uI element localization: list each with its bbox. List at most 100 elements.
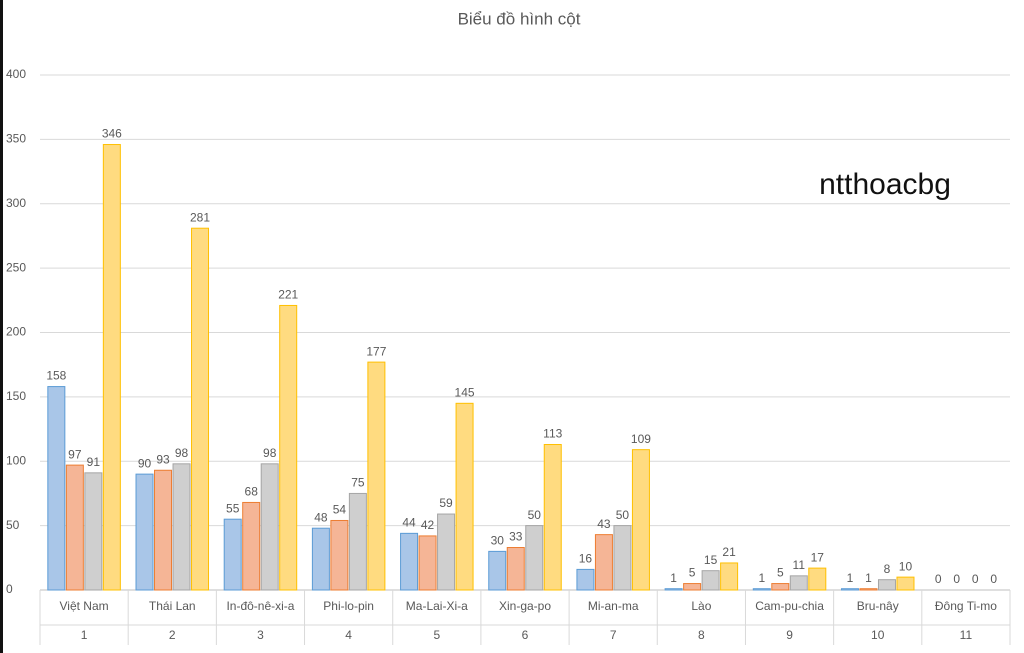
bar xyxy=(65,464,84,591)
bar xyxy=(877,579,896,591)
bar xyxy=(455,402,474,591)
x-tick-label: Việt Nam xyxy=(60,599,109,613)
x-tick-label: Cam-pu-chia xyxy=(755,599,824,613)
data-label: 43 xyxy=(597,517,611,531)
x-tick-number: 1 xyxy=(81,628,88,642)
x-tick-number: 3 xyxy=(257,628,264,642)
chart-title: Biểu đồ hình cột xyxy=(458,9,581,28)
y-tick-label: 50 xyxy=(6,518,20,532)
bar xyxy=(896,576,915,591)
data-label: 221 xyxy=(278,288,298,302)
data-label: 98 xyxy=(175,446,189,460)
data-label: 91 xyxy=(87,455,101,469)
data-label: 97 xyxy=(68,447,82,461)
data-label: 158 xyxy=(46,369,66,383)
data-label: 93 xyxy=(156,452,170,466)
x-tick-number: 6 xyxy=(522,628,529,642)
bar xyxy=(808,567,827,591)
annotation: ntthoacbg xyxy=(819,168,951,201)
y-tick-label: 0 xyxy=(6,582,13,596)
x-tick-label: In-đô-nê-xi-a xyxy=(226,599,294,613)
x-tick-number: 2 xyxy=(169,628,176,642)
bar xyxy=(701,570,720,591)
bar xyxy=(631,449,650,591)
x-tick-number: 5 xyxy=(433,628,440,642)
data-label: 0 xyxy=(990,572,997,586)
y-tick-label: 150 xyxy=(6,389,26,403)
data-label: 0 xyxy=(972,572,979,586)
bar xyxy=(418,535,437,591)
bar xyxy=(576,568,595,591)
data-label: 68 xyxy=(245,485,259,499)
data-label: 16 xyxy=(579,552,593,566)
x-tick-number: 9 xyxy=(786,628,793,642)
bar xyxy=(242,501,261,591)
data-label: 346 xyxy=(102,127,122,141)
bar xyxy=(223,518,242,591)
bar xyxy=(367,361,386,591)
bar xyxy=(859,588,878,591)
x-tick-number: 11 xyxy=(960,628,973,642)
data-label: 21 xyxy=(722,545,736,559)
data-label: 15 xyxy=(704,553,718,567)
bar xyxy=(311,527,330,591)
bar xyxy=(330,519,349,591)
data-label: 42 xyxy=(421,518,435,532)
y-tick-label: 200 xyxy=(6,325,26,339)
bar xyxy=(102,144,121,591)
x-tick-label: Xin-ga-po xyxy=(499,599,551,613)
x-tick-label: Bru-nây xyxy=(857,599,899,613)
data-label: 1 xyxy=(758,571,765,585)
y-tick-label: 350 xyxy=(6,132,26,146)
data-label: 0 xyxy=(935,572,942,586)
bar xyxy=(683,583,702,591)
data-label: 1 xyxy=(670,571,677,585)
bar xyxy=(594,534,613,591)
data-label: 1 xyxy=(865,571,872,585)
y-tick-label: 100 xyxy=(6,453,26,467)
bar xyxy=(720,562,739,591)
data-label: 5 xyxy=(777,566,784,580)
x-tick-label: Mi-an-ma xyxy=(588,599,639,613)
data-label: 11 xyxy=(793,558,806,572)
x-tick-label: Thái Lan xyxy=(149,599,196,613)
data-label: 145 xyxy=(455,385,475,399)
bar xyxy=(172,463,191,591)
data-label: 48 xyxy=(314,510,328,524)
x-tick-label: Phi-lo-pin xyxy=(323,599,374,613)
x-tick-label: Đông Ti-mo xyxy=(935,599,997,613)
y-tick-label: 300 xyxy=(6,196,26,210)
data-label: 0 xyxy=(953,572,960,586)
data-label: 50 xyxy=(528,508,542,522)
bar xyxy=(664,588,683,591)
bar xyxy=(506,547,525,591)
data-label: 17 xyxy=(811,550,825,564)
bar xyxy=(488,550,507,591)
y-tick-label: 400 xyxy=(6,67,26,81)
x-tick-number: 10 xyxy=(871,628,885,642)
x-tick-number: 4 xyxy=(345,628,352,642)
x-tick-label: Lào xyxy=(691,599,711,613)
bar xyxy=(47,386,66,591)
data-label: 33 xyxy=(509,530,523,544)
bar xyxy=(840,588,859,591)
data-label: 59 xyxy=(439,496,453,510)
data-label: 98 xyxy=(263,446,277,460)
bar xyxy=(279,304,298,591)
data-label: 75 xyxy=(351,476,365,490)
data-label: 30 xyxy=(491,534,505,548)
data-label: 281 xyxy=(190,210,210,224)
data-label: 55 xyxy=(226,501,240,515)
x-tick-number: 7 xyxy=(610,628,617,642)
y-tick-label: 250 xyxy=(6,260,26,274)
bar xyxy=(543,444,562,591)
bar xyxy=(613,525,632,591)
bar xyxy=(135,473,154,591)
data-label: 1 xyxy=(847,571,854,585)
bar xyxy=(84,472,103,591)
x-tick-number: 8 xyxy=(698,628,705,642)
bar xyxy=(260,463,279,591)
data-label: 113 xyxy=(543,427,562,441)
bar xyxy=(752,588,771,591)
data-label: 109 xyxy=(631,432,651,446)
